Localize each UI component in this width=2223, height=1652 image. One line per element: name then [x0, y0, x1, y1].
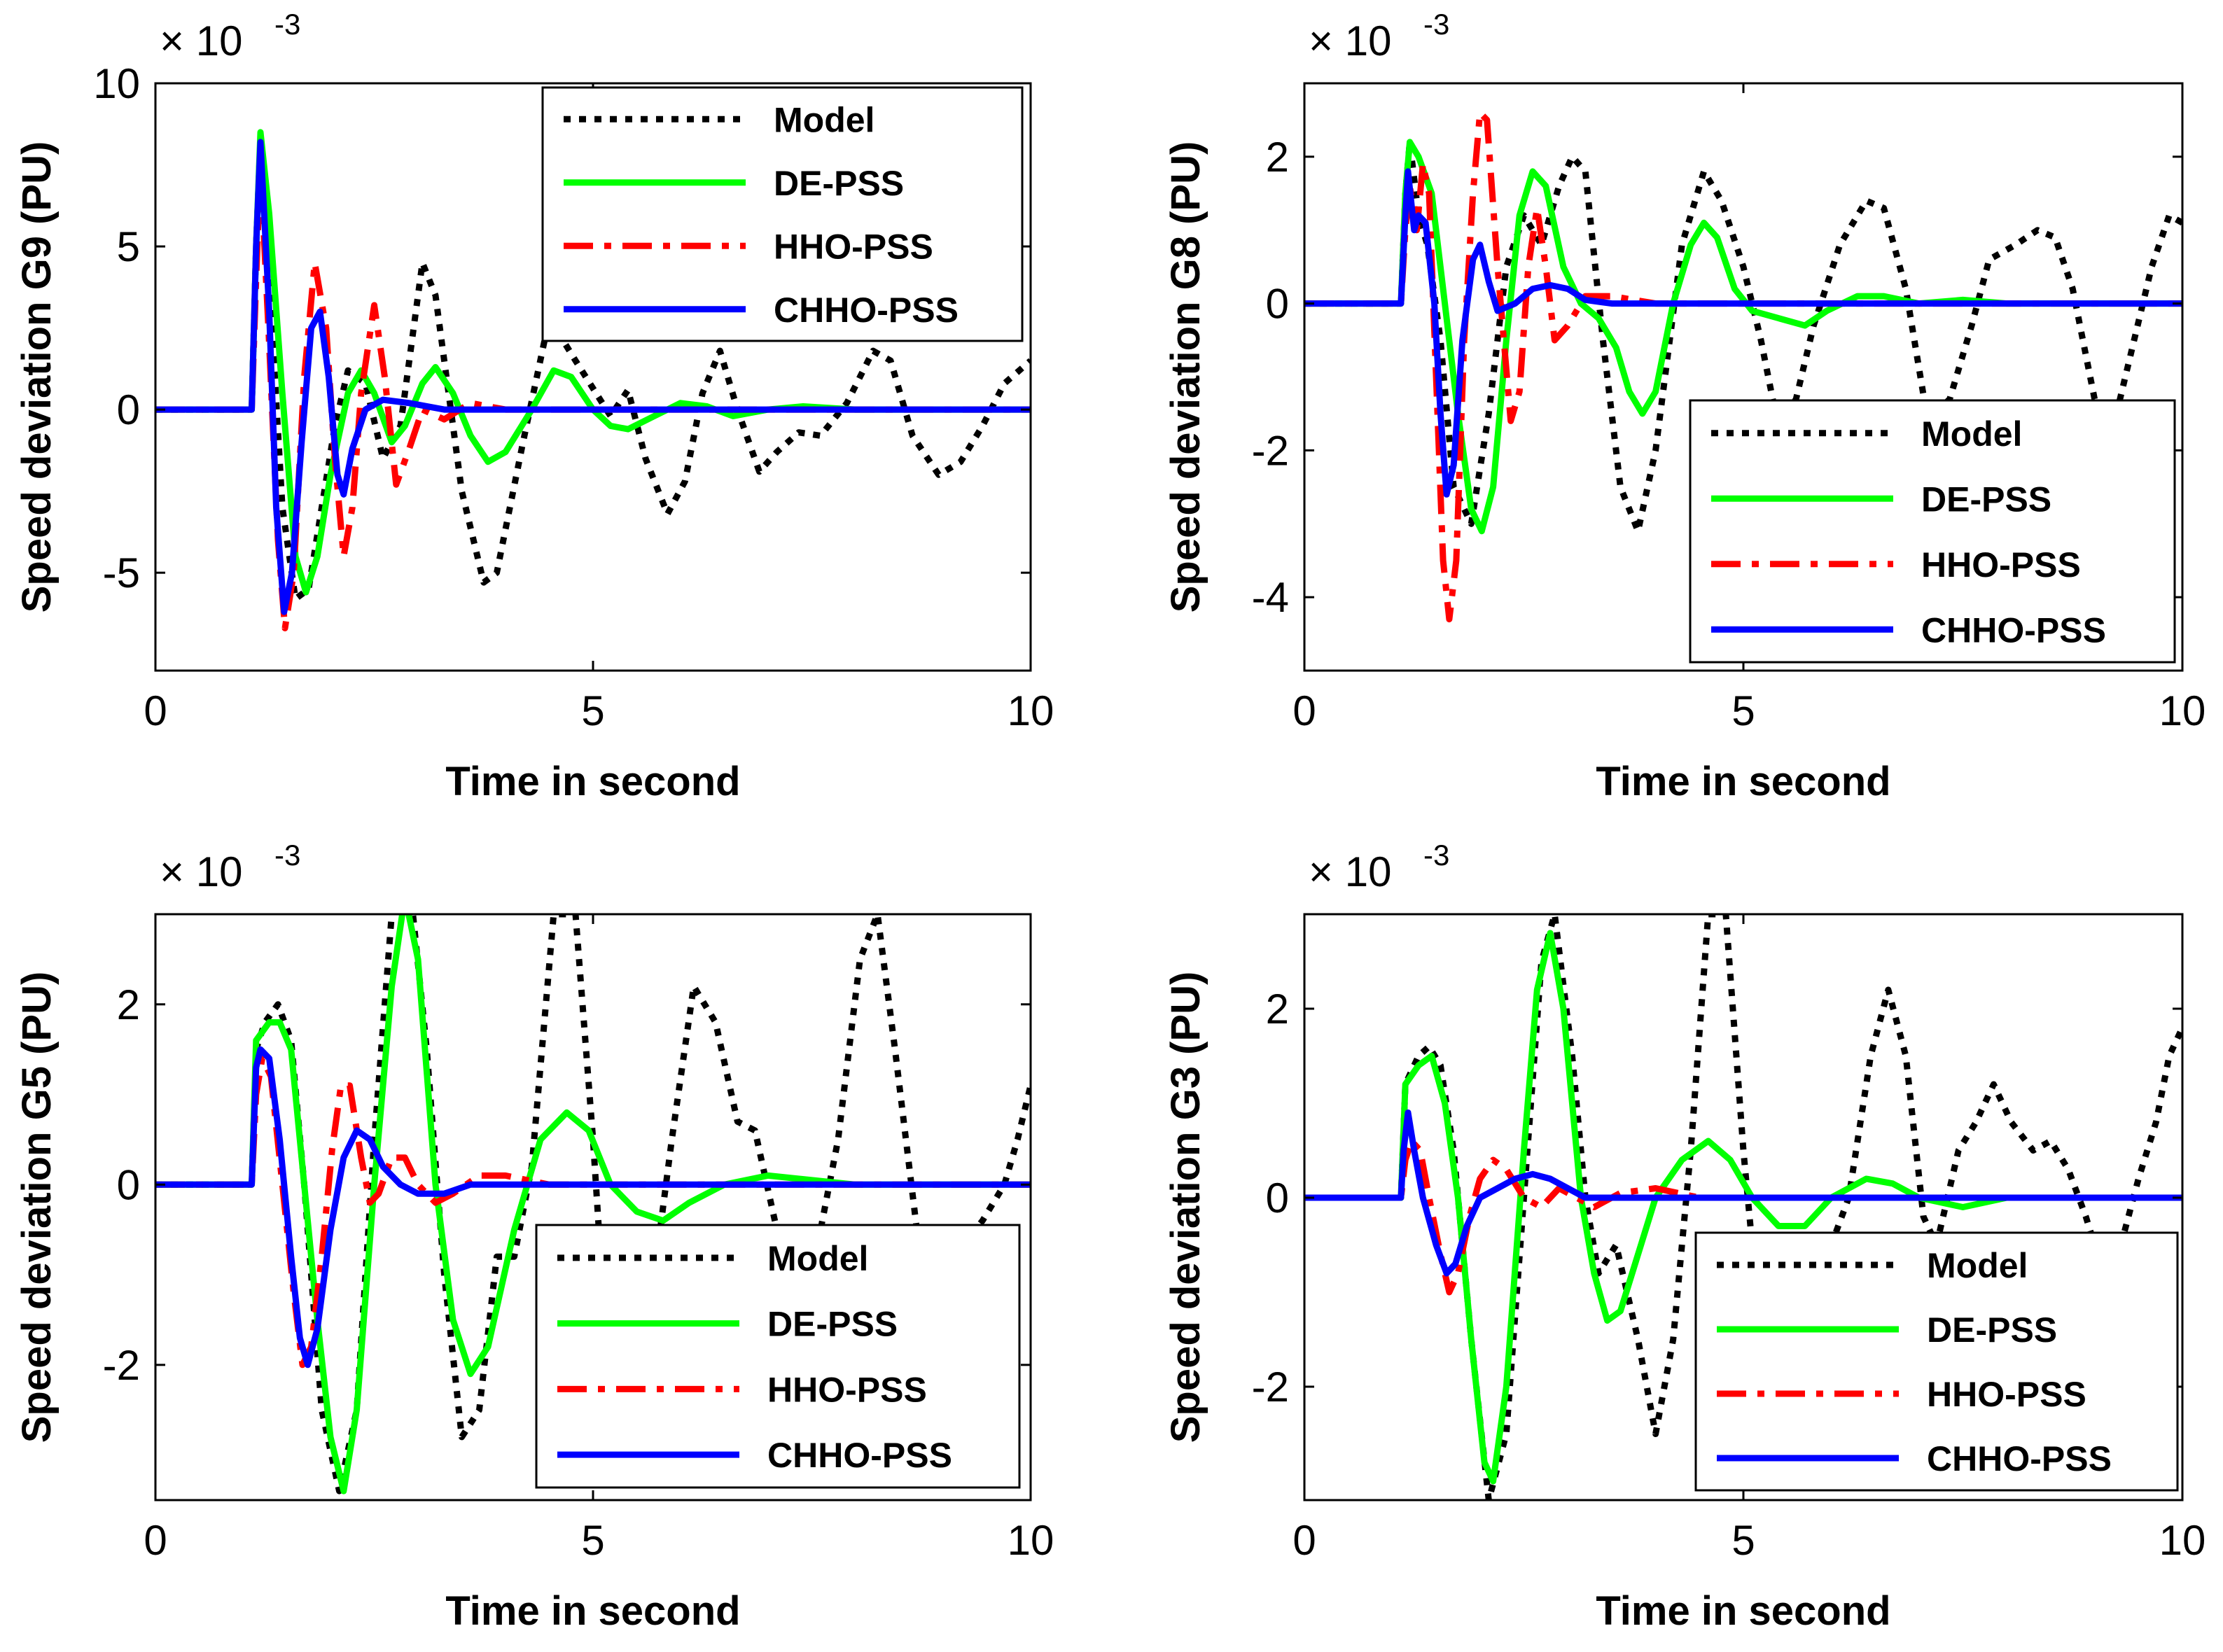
x-axis-label: Time in second: [445, 759, 740, 804]
series-line-chho-pss: [1304, 1110, 2182, 1277]
series-line-model: [155, 135, 1031, 602]
y-tick-label: 0: [117, 1161, 140, 1208]
y-multiplier-exponent: -3: [274, 8, 300, 41]
y-axis-label: Speed deviation G3 (PU): [1163, 972, 1208, 1443]
legend-label-chho-pss: CHHO-PSS: [1927, 1439, 2112, 1478]
x-tick-label: 10: [1008, 687, 1054, 734]
series-line-model: [1304, 139, 2182, 535]
y-tick-label: 10: [93, 60, 140, 107]
series-line-de-pss: [155, 129, 1031, 596]
y-multiplier-exponent: -3: [274, 839, 300, 872]
series-group: [1304, 914, 2182, 1500]
legend-box: [535, 1224, 1021, 1489]
series-line-de-pss: [1304, 139, 2182, 535]
x-axis-label: Time in second: [445, 1588, 740, 1634]
y-multiplier: × 10: [1309, 848, 1391, 895]
legend-label-chho-pss: CHHO-PSS: [1921, 610, 2106, 650]
y-tick-label: 2: [1266, 134, 1289, 181]
y-tick-label: -2: [1252, 427, 1289, 474]
series-line-chho-pss: [155, 1046, 1031, 1368]
y-multiplier: × 10: [1309, 18, 1391, 64]
y-tick-label: 2: [1266, 986, 1289, 1032]
x-tick-label: 5: [581, 1517, 604, 1564]
y-tick-label: 0: [1266, 281, 1289, 328]
series-line-model: [1304, 914, 2182, 1500]
legend-box: [1694, 1231, 2179, 1492]
legend-label-model: Model: [1921, 414, 2022, 454]
series-line-hho-pss: [155, 1055, 1031, 1368]
y-axis-label: Speed deviation G5 (PU): [14, 972, 60, 1443]
y-tick-label: 0: [117, 386, 140, 433]
series-line-de-pss: [1304, 930, 2182, 1485]
series-line-chho-pss: [155, 139, 1031, 615]
y-multiplier-exponent: -3: [1423, 8, 1449, 41]
legend-label-de-pss: DE-PSS: [1921, 479, 2051, 519]
x-tick-label: 10: [2159, 1517, 2206, 1564]
x-tick-label: 10: [2159, 687, 2206, 734]
legend-label-model: Model: [1927, 1246, 2028, 1285]
x-tick-label: 10: [1008, 1517, 1054, 1564]
series-group: [1304, 109, 2182, 623]
y-tick-label: 2: [117, 981, 140, 1028]
x-tick-label: 5: [1731, 1517, 1755, 1564]
x-tick-label: 0: [144, 1517, 167, 1564]
legend-box: [1689, 399, 2176, 664]
series-group: [155, 914, 1031, 1494]
legend: Model DE-PSS HHO-PSS CHHO-PSS: [1689, 399, 2176, 664]
legend: Model DE-PSS HHO-PSS CHHO-PSS: [535, 1224, 1021, 1489]
x-tick-label: 0: [1292, 687, 1316, 734]
y-tick-label: 5: [117, 223, 140, 270]
legend-label-model: Model: [767, 1239, 868, 1278]
y-multiplier: × 10: [160, 848, 242, 895]
y-multiplier-exponent: -3: [1423, 839, 1449, 872]
panel-top-right: 0 5 10 -4 -2 0 2 × 10 -3 Time in second Speed devi…: [1163, 8, 2205, 804]
x-tick-label: 5: [1731, 687, 1755, 734]
legend-label-hho-pss: HHO-PSS: [1921, 545, 2081, 584]
legend-label-de-pss: DE-PSS: [767, 1305, 898, 1344]
y-tick-label: -2: [103, 1342, 140, 1389]
panel-top-left: 0 5 10 -5 0 5 10 × 10 -3 Time in second Speed devi…: [14, 8, 1054, 804]
legend-label-de-pss: DE-PSS: [774, 164, 904, 203]
legend-label-hho-pss: HHO-PSS: [1927, 1375, 2086, 1414]
panel-bottom-right: 0 5 10 -2 0 2 × 10 -3 Time in second Speed deviat…: [1163, 839, 2205, 1634]
legend-label-chho-pss: CHHO-PSS: [774, 290, 959, 330]
panel-bottom-left: 0 5 10 -2 0 2 × 10 -3 Time in second Speed deviat…: [14, 839, 1054, 1634]
y-tick-label: -4: [1252, 574, 1289, 621]
legend-label-hho-pss: HHO-PSS: [767, 1370, 927, 1409]
y-tick-label: -5: [103, 550, 140, 596]
legend-label-chho-pss: CHHO-PSS: [767, 1436, 952, 1475]
legend-label-de-pss: DE-PSS: [1927, 1310, 2057, 1350]
series-group: [155, 129, 1031, 631]
x-tick-label: 5: [581, 687, 604, 734]
legend-label-hho-pss: HHO-PSS: [774, 227, 933, 266]
x-tick-label: 0: [1292, 1517, 1316, 1564]
x-axis-label: Time in second: [1596, 759, 1890, 804]
legend-label-model: Model: [774, 100, 874, 139]
legend-box: [541, 86, 1024, 342]
series-line-model: [155, 914, 1031, 1494]
legend: Model DE-PSS HHO-PSS CHHO-PSS: [1694, 1231, 2179, 1492]
series-line-hho-pss: [1304, 1138, 2182, 1296]
legend: Model DE-PSS HHO-PSS CHHO-PSS: [541, 86, 1024, 342]
y-tick-label: -2: [1252, 1364, 1289, 1410]
y-multiplier: × 10: [160, 18, 242, 64]
y-tick-label: 0: [1266, 1175, 1289, 1222]
x-tick-label: 0: [144, 687, 167, 734]
series-line-de-pss: [155, 914, 1031, 1494]
y-axis-label: Speed deviation G8 (PU): [1163, 141, 1208, 613]
series-line-chho-pss: [1304, 168, 2182, 498]
x-axis-label: Time in second: [1596, 1588, 1890, 1634]
y-axis-label: Speed deviation G9 (PU): [14, 141, 60, 613]
